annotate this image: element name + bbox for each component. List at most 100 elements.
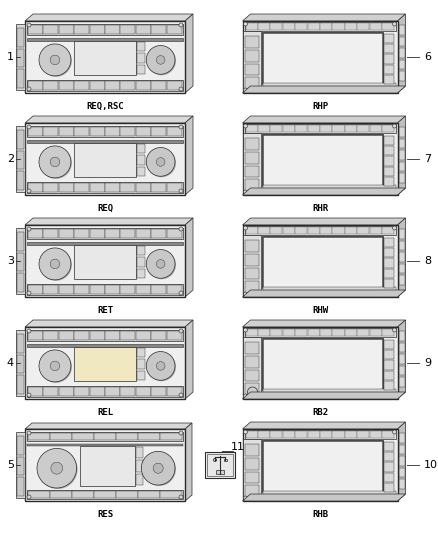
Text: 8: 8 [424,256,431,266]
Bar [27,182,183,193]
Bar [216,470,224,474]
Bar [151,331,166,340]
Bar [399,479,405,489]
Bar [151,127,166,136]
Bar [17,478,24,496]
Bar [320,227,332,234]
Bar [17,375,24,394]
Text: 7: 7 [424,154,431,164]
Bar [43,25,58,34]
Circle shape [39,146,71,178]
Bar [28,127,43,136]
Bar [244,138,258,150]
Bar [25,21,185,93]
Bar [243,123,398,195]
Bar [151,229,166,238]
Circle shape [27,227,31,231]
Bar [307,23,320,30]
Bar [283,227,295,234]
Bar [74,143,136,177]
Bar [27,24,183,35]
Text: RET: RET [97,306,113,315]
Circle shape [50,55,60,64]
Polygon shape [25,116,193,123]
Bar [74,127,89,136]
Bar [74,331,89,340]
Bar [307,431,320,438]
Text: 1: 1 [7,52,14,62]
Bar [332,329,345,336]
Bar [244,485,258,497]
Bar [244,63,258,75]
Polygon shape [243,494,406,501]
Bar [207,454,233,476]
Circle shape [27,125,31,129]
Bar [90,229,105,238]
Text: REQ: REQ [97,204,113,213]
Bar [399,229,405,239]
Circle shape [179,291,183,295]
Bar [27,228,183,239]
Text: RHP: RHP [312,102,328,111]
Bar [399,456,405,466]
Polygon shape [25,14,193,21]
Bar [136,183,151,192]
Circle shape [156,55,165,64]
Bar [74,229,89,238]
Bar [244,328,396,337]
Bar [16,126,25,192]
Polygon shape [398,320,406,399]
Bar [320,431,332,438]
Bar [261,32,382,84]
Bar [17,130,24,149]
Circle shape [146,352,175,380]
Circle shape [244,190,247,194]
Circle shape [27,189,31,193]
Bar [244,444,258,456]
Text: 5: 5 [7,460,14,470]
Bar [28,285,43,294]
Bar [166,25,181,34]
Text: 9: 9 [424,358,431,368]
Bar [262,441,381,491]
Bar [243,225,398,297]
Bar [332,227,345,234]
Bar [399,276,405,285]
Bar [105,183,120,192]
Bar [90,285,105,294]
Bar [27,284,183,295]
Bar [28,229,43,238]
Bar [59,331,74,340]
Bar [166,285,181,294]
Circle shape [50,361,60,370]
Bar [357,23,369,30]
Polygon shape [398,422,406,501]
Polygon shape [243,218,406,225]
Bar [262,389,396,397]
Polygon shape [185,218,193,297]
Bar [399,25,405,35]
Polygon shape [243,14,406,21]
Bar [332,125,345,132]
Bar [399,240,405,250]
Bar [94,433,116,440]
Bar [17,49,24,67]
Bar [246,125,258,132]
Bar [136,461,143,472]
Bar [384,64,393,74]
Bar [50,491,71,498]
Bar [116,433,138,440]
Bar [370,227,382,234]
Circle shape [248,387,258,398]
Bar [136,127,151,136]
Bar [28,433,49,440]
Bar [399,173,405,183]
Circle shape [40,249,72,281]
Bar [50,433,71,440]
Bar [399,139,405,148]
Bar [295,329,307,336]
Polygon shape [398,116,406,195]
Text: RHW: RHW [312,306,328,315]
Bar [16,24,25,90]
Bar [120,81,135,90]
